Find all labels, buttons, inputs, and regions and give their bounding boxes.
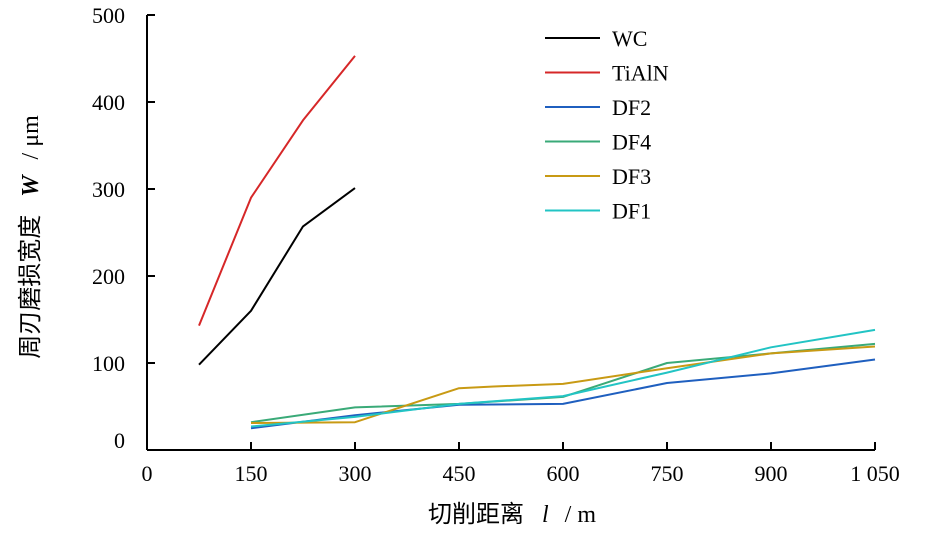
x-tick-label: 300 [339,461,372,486]
x-tick-label: 1 050 [850,461,900,486]
series-lines [198,55,876,430]
y-axis-label: 周刃磨损宽度 [17,215,44,359]
legend-label-df4: DF4 [612,130,651,155]
legend: WC TiAlN DF2 DF4 DF3 DF1 [545,26,669,224]
ticks: 0 100 200 300 400 500 0 150 300 450 600 750 900 1 050 [92,3,900,486]
series-line-wc [198,187,356,366]
legend-label-wc: WC [612,26,647,51]
series-line-tialn [198,55,356,326]
y-tick-label: 100 [92,351,125,376]
x-tick-label: 750 [651,461,684,486]
x-tick-label: 900 [755,461,788,486]
x-axis-unit: / m [565,502,597,528]
legend-label-df2: DF2 [612,95,651,120]
series-line-df2 [250,358,876,430]
y-axis-title: 周刃磨损宽度 W / μm [17,115,44,359]
x-axis-title: 切削距离 l / m [428,501,596,528]
x-axis-variable: l [542,502,549,528]
y-tick-label: 500 [92,3,125,28]
legend-label-tialn: TiAlN [612,61,669,86]
y-axis-variable: W [18,174,44,197]
y-tick-label: 0 [114,428,125,453]
series-line-df3 [250,345,876,424]
legend-label-df1: DF1 [612,199,651,224]
legend-label-df3: DF3 [612,164,651,189]
series-line-df1 [250,328,876,428]
y-tick-label: 400 [92,90,125,115]
axes [146,15,875,451]
y-axis-unit: / μm [18,115,44,160]
y-tick-label: 200 [92,264,125,289]
x-tick-label: 600 [547,461,580,486]
x-tick-label: 150 [235,461,268,486]
x-axis-label: 切削距离 [428,501,524,528]
y-tick-label: 300 [92,177,125,202]
x-tick-label: 0 [142,461,153,486]
x-tick-label: 450 [443,461,476,486]
